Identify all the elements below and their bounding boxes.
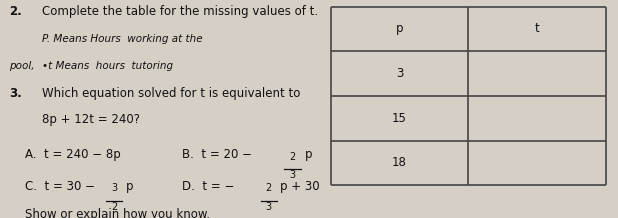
Text: p + 30: p + 30 — [280, 180, 320, 193]
Text: D.  t = −: D. t = − — [182, 180, 235, 193]
Text: 3.: 3. — [9, 87, 22, 100]
Text: 3: 3 — [266, 202, 272, 212]
Text: 2.: 2. — [9, 5, 22, 19]
Text: 3: 3 — [289, 170, 295, 180]
Text: •t Means  hours  tutoring: •t Means hours tutoring — [42, 61, 173, 71]
Text: Complete the table for the missing values of t.: Complete the table for the missing value… — [42, 5, 318, 19]
Text: p: p — [396, 22, 403, 35]
Text: C.  t = 30 −: C. t = 30 − — [25, 180, 95, 193]
Text: 2: 2 — [289, 152, 295, 162]
Text: p: p — [305, 148, 312, 161]
Text: Which equation solved for t is equivalent to: Which equation solved for t is equivalen… — [42, 87, 300, 100]
Text: 15: 15 — [392, 112, 407, 125]
Text: A.  t = 240 − 8p: A. t = 240 − 8p — [25, 148, 121, 161]
Text: t: t — [535, 22, 540, 35]
Text: 8p + 12t = 240?: 8p + 12t = 240? — [42, 113, 140, 126]
Text: 2: 2 — [111, 202, 117, 212]
Text: p: p — [125, 180, 133, 193]
Text: B.  t = 20 −: B. t = 20 − — [182, 148, 252, 161]
Text: Show or explain how you know.: Show or explain how you know. — [25, 208, 210, 218]
Text: P. Means Hours  working at the: P. Means Hours working at the — [42, 34, 203, 44]
Text: 3: 3 — [396, 67, 403, 80]
Text: 3: 3 — [111, 183, 117, 193]
Text: pool,: pool, — [9, 61, 35, 71]
Text: 2: 2 — [266, 183, 272, 193]
Text: 18: 18 — [392, 157, 407, 169]
